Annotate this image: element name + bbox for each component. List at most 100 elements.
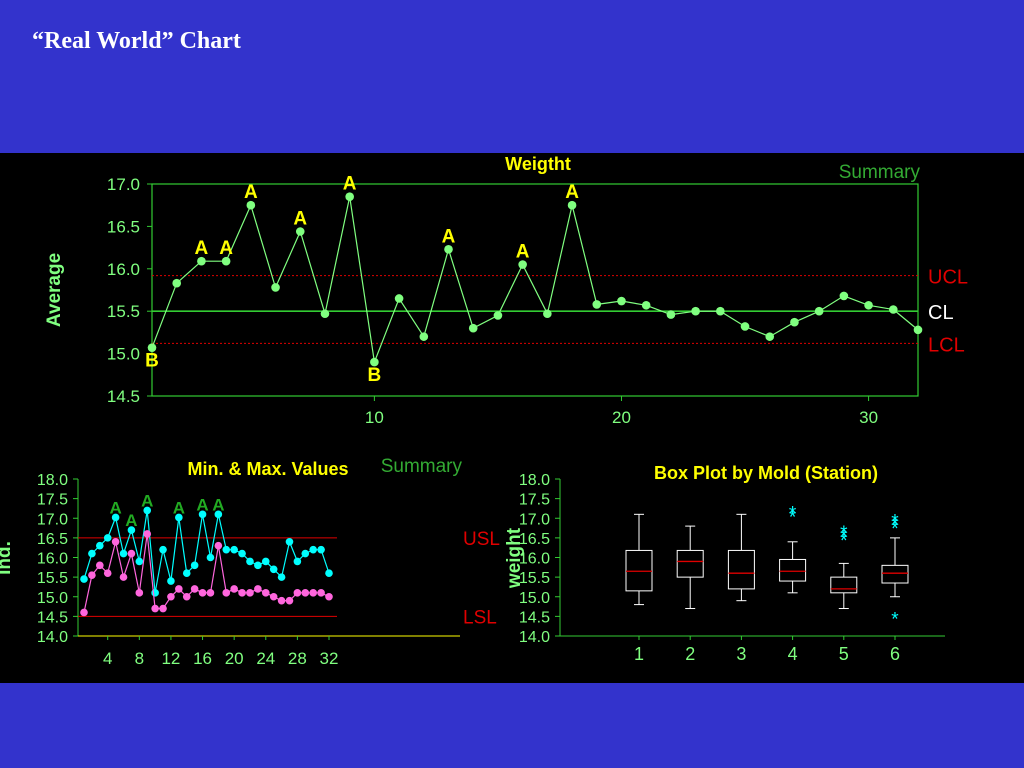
min-series-point	[198, 589, 207, 597]
min-series-point	[111, 538, 120, 546]
min-series-point	[159, 604, 167, 613]
max-series-point	[135, 557, 144, 566]
box-outlier-mark: *	[891, 511, 899, 532]
min-series-point	[285, 596, 294, 605]
max-series-point	[254, 561, 262, 570]
point-flag-label: A	[212, 495, 224, 514]
boxplot-chart-title: Box Plot by Mold (Station)	[654, 463, 878, 483]
min-series-point	[261, 589, 270, 597]
data-point	[147, 343, 157, 352]
data-point	[271, 283, 280, 292]
y-tick-label: 15.0	[107, 345, 140, 364]
max-series-point	[119, 549, 128, 558]
min-series-point	[317, 589, 325, 597]
max-series-point	[111, 513, 120, 522]
data-point	[617, 296, 626, 306]
box-outlier-mark: *	[891, 609, 899, 630]
max-series-point	[285, 538, 294, 546]
x-tick-label: 8	[135, 649, 144, 668]
box-outlier-mark: *	[789, 507, 797, 528]
min-series-point	[301, 589, 310, 597]
minmax-chart-title: Min. & Max. Values	[187, 459, 348, 479]
x-tick-label: 30	[859, 408, 878, 427]
x-tick-label: 28	[288, 649, 307, 668]
data-point	[592, 300, 602, 309]
data-point	[370, 357, 379, 367]
min-series-point	[325, 592, 333, 601]
point-flag-label: A	[109, 498, 121, 517]
data-point	[345, 192, 354, 202]
min-series-point	[88, 571, 96, 579]
x-tick-label: 4	[103, 649, 112, 668]
point-flag-label: B	[145, 351, 159, 372]
max-series-point	[222, 545, 231, 554]
max-series-point	[103, 534, 112, 542]
boxplot-chart-ylabel: weight	[504, 527, 525, 589]
min-series-point	[254, 585, 262, 593]
x-tick-label: 1	[634, 644, 644, 664]
average-series-line	[151, 196, 919, 365]
y-tick-label: 14.5	[519, 609, 550, 626]
max-series-point	[143, 506, 152, 515]
point-flag-label: A	[195, 238, 209, 259]
y-tick-label: 16.5	[37, 531, 68, 548]
y-tick-label: 14.5	[107, 387, 140, 406]
max-series-point	[317, 545, 325, 554]
y-tick-label: 15.5	[37, 570, 68, 587]
min-series-point	[127, 549, 136, 558]
box-iqr	[830, 576, 858, 594]
min-series-point	[277, 596, 286, 605]
limit-label-lcl: LCL	[928, 334, 965, 356]
y-tick-label: 16.0	[37, 551, 68, 568]
max-series-point	[261, 557, 270, 566]
min-series-point	[175, 585, 183, 593]
minmax-chart-ylabel: Ind.	[0, 541, 15, 575]
data-point	[172, 278, 182, 288]
data-point	[493, 311, 503, 320]
y-tick-label: 17.0	[37, 511, 68, 528]
y-tick-label: 14.0	[37, 629, 68, 646]
point-flag-label: A	[141, 491, 153, 510]
x-tick-label: 3	[736, 644, 746, 664]
max-series-line	[83, 510, 330, 593]
max-series-point	[301, 549, 310, 558]
min-series-point	[238, 589, 246, 597]
max-series-point	[206, 553, 215, 562]
data-point	[666, 310, 676, 319]
max-series-point	[198, 510, 207, 519]
data-point	[295, 227, 305, 236]
y-tick-label: 16.5	[107, 217, 140, 236]
data-point	[888, 305, 898, 314]
point-flag-label: A	[244, 182, 258, 203]
point-flag-label: A	[442, 226, 456, 247]
data-point	[320, 309, 330, 319]
point-flag-label: B	[368, 365, 382, 386]
min-series-point	[135, 589, 144, 597]
max-series-point	[214, 510, 223, 519]
y-tick-label: 16.5	[519, 531, 550, 548]
min-series-point	[190, 585, 199, 593]
max-series-point	[293, 557, 302, 566]
x-tick-label: 20	[225, 649, 244, 668]
box-iqr	[779, 558, 807, 582]
max-series-point	[182, 569, 191, 577]
data-point	[221, 256, 231, 266]
data-point	[765, 332, 775, 341]
average-chart-summary-label: Summary	[839, 162, 921, 183]
y-tick-label: 15.5	[519, 570, 550, 587]
y-tick-label: 17.5	[37, 492, 68, 509]
data-point	[716, 306, 725, 316]
point-flag-label: A	[173, 498, 185, 517]
data-point	[641, 300, 651, 310]
min-series-point	[143, 530, 152, 538]
slide-title: “Real World” Chart	[32, 28, 241, 54]
max-series-point	[325, 569, 333, 577]
x-tick-label: 20	[612, 408, 631, 427]
data-point	[913, 325, 923, 335]
y-tick-label: 14.5	[37, 609, 68, 626]
data-point	[444, 244, 453, 254]
min-series-point	[206, 589, 215, 597]
x-tick-label: 16	[193, 649, 212, 668]
data-point	[394, 294, 404, 303]
box-outlier-mark: *	[891, 519, 899, 540]
